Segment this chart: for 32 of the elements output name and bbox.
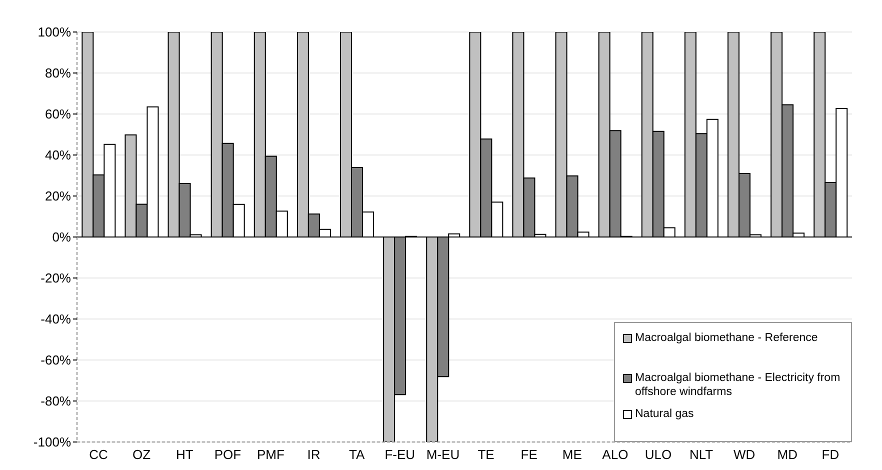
x-tick-label: PMF xyxy=(257,447,285,462)
y-tick-label: -40% xyxy=(40,312,72,327)
x-tick-label: F-EU xyxy=(384,447,416,462)
x-tick-label: MD xyxy=(777,447,798,462)
legend-label: Macroalgal biomethane - Reference xyxy=(635,331,818,345)
x-tick-label: FD xyxy=(822,447,840,462)
y-tick-label: 60% xyxy=(44,106,72,122)
x-tick-label: NLT xyxy=(690,447,714,462)
x-tick-label: CC xyxy=(89,447,108,462)
x-tick-label: ME xyxy=(562,447,582,462)
legend-label: Macroalgal biomethane - Electricity from offshore windfarms xyxy=(635,371,842,399)
y-tick-label: -80% xyxy=(40,394,72,409)
x-tick-label: OZ xyxy=(132,447,151,462)
x-tick-label: TA xyxy=(349,447,366,462)
x-tick-label: FE xyxy=(520,447,538,462)
y-tick-label: 0% xyxy=(52,230,72,245)
y-tick-label: 20% xyxy=(44,188,72,204)
y-tick-label: 100% xyxy=(38,24,72,40)
y-tick-label: 80% xyxy=(44,66,72,81)
legend-label: Natural gas xyxy=(635,407,694,421)
x-tick-label: POF xyxy=(214,447,242,462)
y-tick-label: 40% xyxy=(44,148,72,163)
y-tick-label: -20% xyxy=(40,270,72,286)
x-tick-label: ULO xyxy=(644,447,672,462)
x-tick-label: M-EU xyxy=(426,447,460,462)
x-tick-label: WD xyxy=(734,447,756,462)
x-tick-label: TE xyxy=(478,447,495,462)
x-tick-label: HT xyxy=(176,447,194,462)
x-tick-label: IR xyxy=(307,447,320,462)
y-tick-label: -60% xyxy=(40,352,72,368)
y-tick-label: -100% xyxy=(33,434,72,450)
x-tick-label: ALO xyxy=(602,447,628,462)
